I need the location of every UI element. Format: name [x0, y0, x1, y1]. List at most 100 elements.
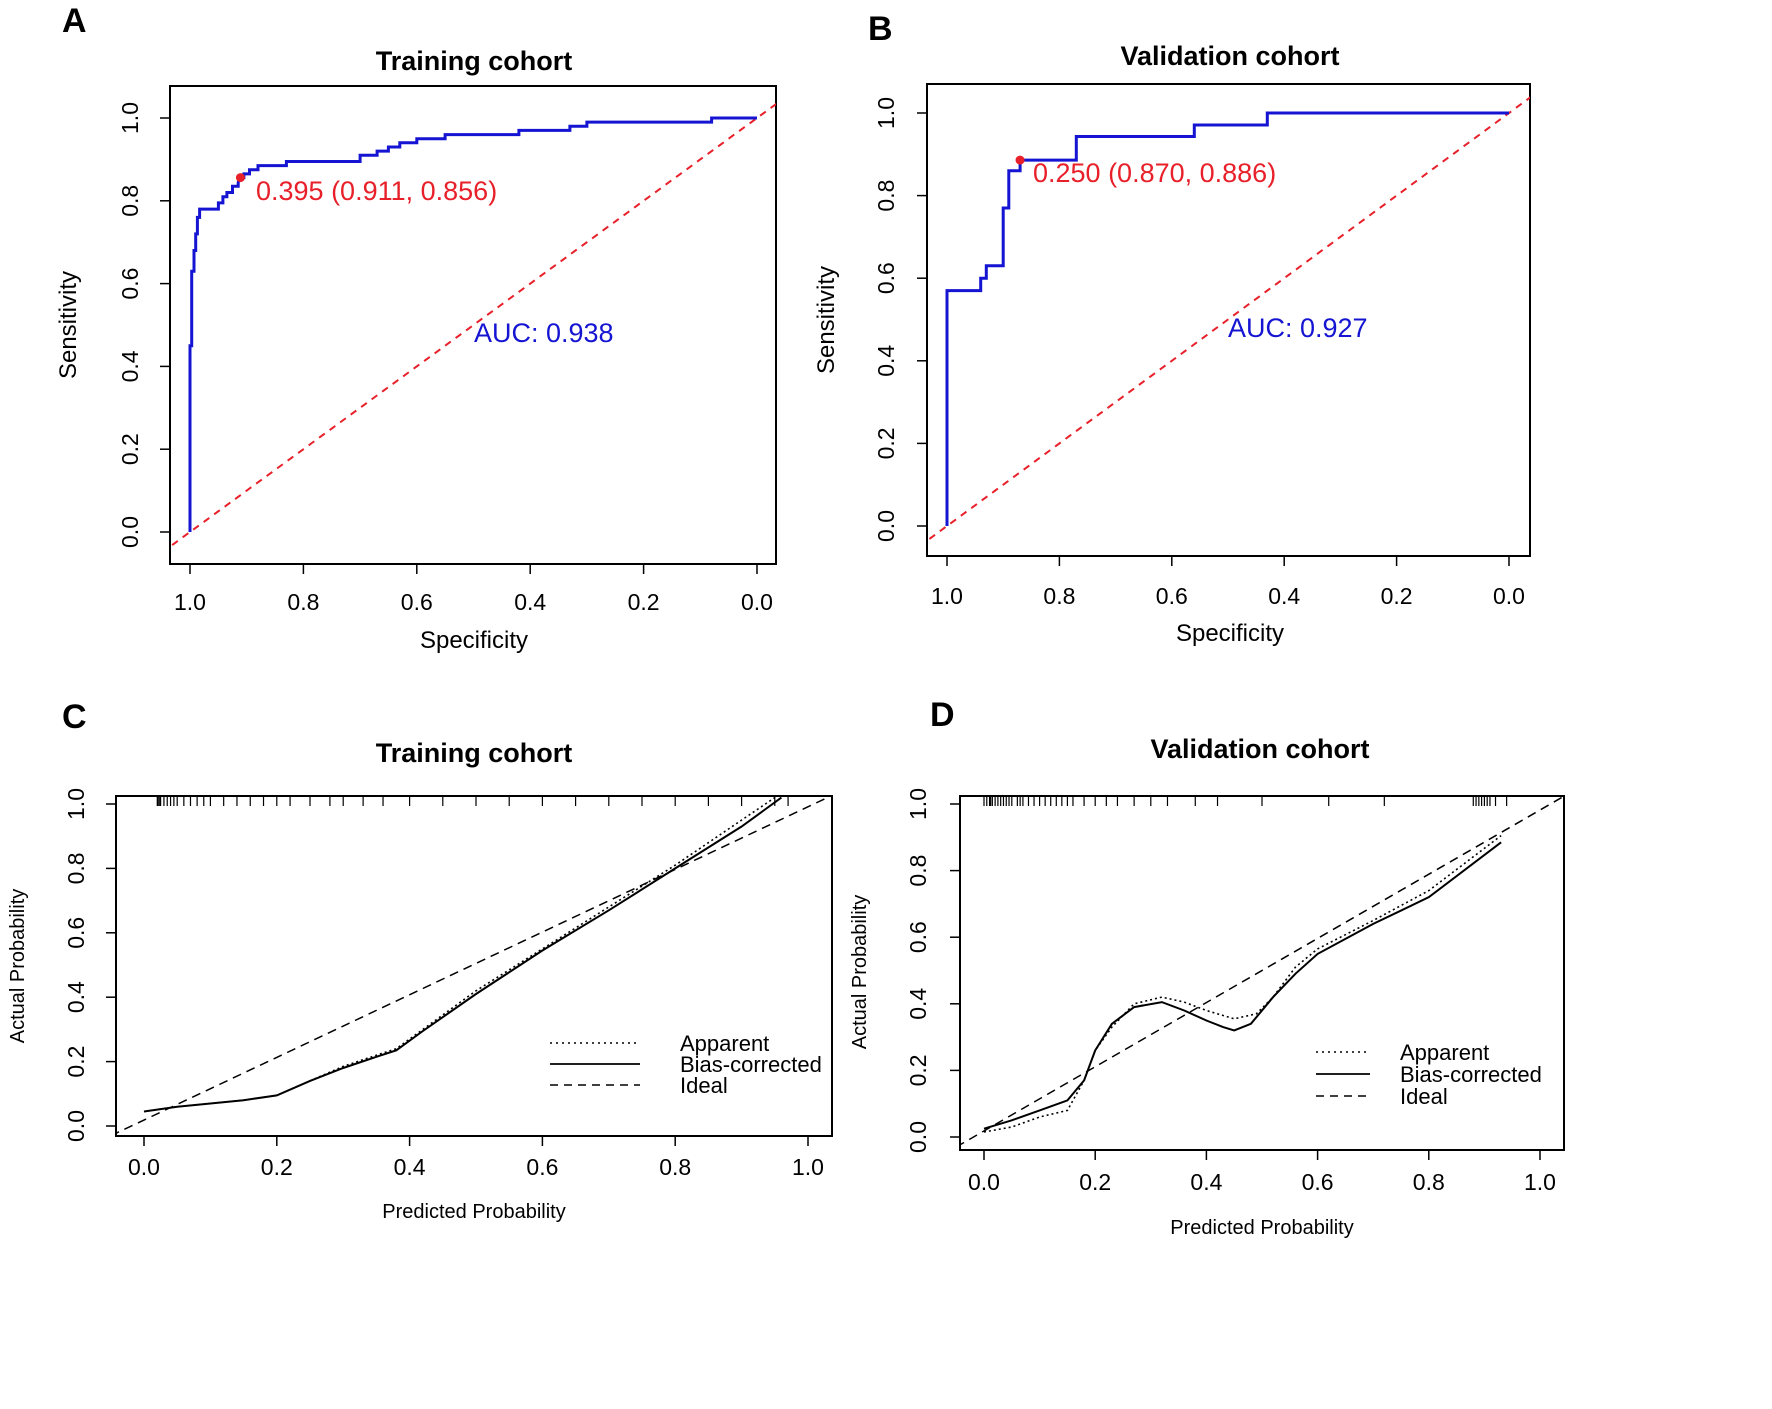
x-tick-label: 0.0 [741, 589, 773, 615]
legend-item-apparent: Apparent [680, 1031, 769, 1056]
best-threshold-point [235, 173, 245, 183]
y-tick-label: 0.2 [117, 433, 143, 465]
bias-corrected-curve [983, 841, 1502, 1130]
legend-item-ideal: Ideal [680, 1073, 728, 1098]
y-axis-label: Actual Probability [7, 889, 29, 1044]
plot-frame [959, 795, 1565, 1151]
plot-area [927, 96, 1530, 542]
y-tick-label: 1.0 [873, 97, 899, 129]
x-axis-ticks: 1.0 0.8 0.6 0.4 0.2 0.0 [931, 556, 1525, 609]
rug-marks [156, 796, 789, 806]
bias-corrected-curve [143, 796, 782, 1113]
x-axis-ticks: 0.0 0.2 0.4 0.6 0.8 1.0 [128, 1136, 824, 1180]
legend-item-apparent: Apparent [1400, 1040, 1489, 1065]
roc-curve [188, 116, 757, 532]
y-tick-label: 0.6 [117, 268, 143, 300]
apparent-curve [983, 834, 1502, 1133]
legend-item-bias-corrected: Bias-corrected [680, 1052, 822, 1077]
best-threshold-label: 0.395 (0.911, 0.856) [256, 176, 497, 206]
x-tick-label: 0.2 [628, 589, 660, 615]
y-tick-label: 0.0 [117, 516, 143, 548]
chart-title: Validation cohort [1150, 734, 1369, 764]
rug-marks [983, 796, 1508, 806]
reference-diagonal [927, 96, 1530, 542]
plot-area [170, 102, 776, 548]
chart-title: Training cohort [376, 738, 573, 768]
ideal-line [116, 796, 832, 1135]
y-tick-label: 0.6 [873, 262, 899, 294]
y-tick-label: 0.6 [63, 917, 89, 949]
x-tick-label: 0.2 [1381, 583, 1413, 609]
y-tick-label: 0.4 [905, 988, 931, 1020]
y-tick-label: 0.4 [873, 345, 899, 377]
y-tick-label: 0.6 [905, 921, 931, 953]
y-tick-label: 0.8 [873, 180, 899, 212]
reference-diagonal [170, 102, 776, 548]
x-tick-label: 0.6 [1156, 583, 1188, 609]
y-axis-ticks: 0.0 0.2 0.4 0.6 0.8 1.0 [873, 97, 927, 542]
y-tick-label: 0.0 [905, 1121, 931, 1153]
plot-frame [169, 85, 777, 565]
x-tick-label: 1.0 [792, 1154, 824, 1180]
x-tick-label: 0.8 [1043, 583, 1075, 609]
y-tick-label: 0.8 [117, 185, 143, 217]
chart-title: Training cohort [376, 46, 573, 76]
panel-c-calibration-training: C Training cohort 0.0 0.2 0.4 0.6 0.8 1.0 0.0… [7, 698, 833, 1223]
y-tick-label: 0.0 [873, 510, 899, 542]
panel-letter-c: C [62, 698, 87, 736]
x-tick-label: 0.6 [1302, 1169, 1334, 1195]
x-tick-label: 0.4 [514, 589, 546, 615]
apparent-curve [143, 796, 776, 1113]
legend: Apparent Bias-corrected Ideal [550, 1031, 822, 1098]
plot-area [116, 796, 832, 1135]
x-tick-label: 0.0 [968, 1169, 1000, 1195]
auc-label: AUC: 0.927 [1228, 313, 1368, 343]
y-tick-label: 1.0 [117, 102, 143, 134]
x-tick-label: 0.2 [261, 1154, 293, 1180]
y-tick-label: 0.4 [117, 350, 143, 382]
legend-item-bias-corrected: Bias-corrected [1400, 1062, 1542, 1087]
plot-area [960, 796, 1564, 1146]
y-tick-label: 0.4 [63, 981, 89, 1013]
roc-curve [945, 111, 1509, 526]
chart-title: Validation cohort [1120, 41, 1339, 71]
y-axis-ticks: 0.0 0.2 0.4 0.6 0.8 1.0 [63, 788, 116, 1142]
panel-letter-a: A [62, 2, 87, 40]
x-axis-ticks: 1.0 0.8 0.6 0.4 0.2 0.0 [174, 564, 773, 615]
legend: Apparent Bias-corrected Ideal [1316, 1040, 1542, 1109]
best-threshold-point [1015, 155, 1025, 165]
x-tick-label: 0.0 [128, 1154, 160, 1180]
x-axis-label: Predicted Probability [1170, 1217, 1353, 1239]
x-tick-label: 0.2 [1079, 1169, 1111, 1195]
plot-frame [926, 83, 1531, 557]
plot-frame [115, 795, 833, 1137]
x-axis-label: Specificity [1176, 620, 1284, 647]
x-axis-label: Predicted Probability [382, 1201, 565, 1223]
y-axis-ticks: 0.0 0.2 0.4 0.6 0.8 1.0 [905, 788, 960, 1153]
y-tick-label: 0.8 [905, 855, 931, 887]
y-tick-label: 1.0 [63, 788, 89, 820]
x-axis-ticks: 0.0 0.2 0.4 0.6 0.8 1.0 [968, 1150, 1556, 1195]
x-tick-label: 1.0 [174, 589, 206, 615]
x-tick-label: 0.8 [1413, 1169, 1445, 1195]
x-tick-label: 0.4 [394, 1154, 426, 1180]
y-axis-label: Sensitivity [55, 271, 82, 379]
x-tick-label: 0.8 [659, 1154, 691, 1180]
y-axis-ticks: 0.0 0.2 0.4 0.6 0.8 1.0 [117, 102, 170, 548]
legend-item-ideal: Ideal [1400, 1084, 1448, 1109]
y-tick-label: 0.2 [63, 1046, 89, 1078]
panel-a-roc-training: A Training cohort 1.0 0.8 0.6 0.4 0.2 0.0 0.0… [55, 2, 777, 654]
panel-letter-d: D [930, 696, 955, 734]
best-threshold-label: 0.250 (0.870, 0.886) [1033, 158, 1276, 188]
ideal-line [960, 796, 1564, 1146]
x-tick-label: 0.0 [1493, 583, 1525, 609]
panel-b-roc-validation: B Validation cohort 1.0 0.8 0.6 0.4 0.2 0.0 0… [813, 10, 1531, 647]
y-axis-label: Sensitivity [813, 266, 840, 374]
y-tick-label: 0.8 [63, 852, 89, 884]
x-tick-label: 1.0 [931, 583, 963, 609]
y-tick-label: 0.2 [905, 1054, 931, 1086]
y-axis-label: Actual Probability [849, 895, 871, 1050]
y-tick-label: 0.0 [63, 1110, 89, 1142]
x-tick-label: 0.4 [1190, 1169, 1222, 1195]
